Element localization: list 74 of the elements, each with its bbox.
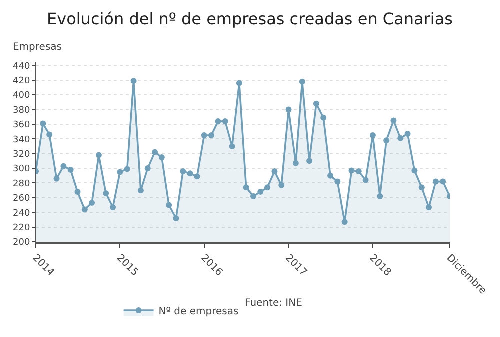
- point: [103, 190, 110, 197]
- point: [236, 80, 242, 86]
- y-tick-label: 380: [13, 106, 30, 116]
- point: [68, 167, 74, 173]
- point: [243, 184, 250, 191]
- source-note: Fuente: INE: [245, 298, 302, 309]
- point: [398, 135, 404, 142]
- point: [370, 132, 376, 138]
- point: [342, 219, 348, 226]
- point: [74, 189, 81, 196]
- point: [328, 172, 334, 179]
- point: [356, 168, 362, 174]
- point: [320, 114, 327, 121]
- point: [286, 106, 292, 113]
- point: [138, 188, 144, 194]
- point: [158, 154, 165, 161]
- point: [152, 149, 158, 156]
- y-tick-label: 340: [13, 135, 30, 146]
- y-tick-label: 220: [13, 223, 30, 234]
- point: [313, 100, 320, 107]
- y-tick-label: 400: [13, 91, 30, 102]
- point: [130, 78, 137, 84]
- point: [299, 78, 306, 85]
- point: [173, 215, 180, 222]
- point: [250, 193, 256, 200]
- point: [215, 118, 222, 125]
- point: [194, 174, 200, 180]
- point: [229, 143, 236, 150]
- point: [390, 118, 397, 124]
- point: [208, 132, 215, 138]
- point: [60, 163, 67, 170]
- point: [144, 166, 151, 172]
- point: [54, 176, 60, 182]
- point: [292, 160, 299, 166]
- point: [124, 166, 130, 172]
- point: [440, 178, 446, 185]
- point: [40, 120, 46, 127]
- point: [46, 132, 53, 138]
- point: [187, 170, 194, 177]
- point: [362, 177, 369, 184]
- point: [412, 168, 418, 174]
- y-tick-label: 260: [13, 194, 30, 204]
- point: [82, 206, 88, 213]
- point: [272, 168, 278, 174]
- point: [180, 168, 186, 174]
- point: [264, 184, 271, 191]
- y-tick-label: 300: [13, 164, 30, 175]
- y-tick-label: 280: [13, 179, 30, 190]
- point: [166, 202, 172, 208]
- chart-title: Evolución del nº de empresas creadas en Canarias: [46, 10, 454, 29]
- point: [258, 189, 264, 196]
- point: [201, 132, 208, 138]
- point: [377, 193, 384, 200]
- point: [404, 131, 411, 137]
- point: [334, 178, 341, 185]
- y-tick-label: 200: [13, 238, 30, 248]
- point: [96, 152, 102, 158]
- point: [306, 158, 313, 164]
- y-tick-label: 240: [13, 208, 30, 219]
- legend-label: Nº de empresas: [158, 306, 239, 318]
- y-tick-label: 420: [13, 76, 30, 87]
- point: [348, 168, 355, 174]
- point: [110, 204, 116, 210]
- y-tick-label: 320: [13, 150, 30, 160]
- point: [384, 138, 390, 144]
- point: [432, 178, 439, 185]
- point: [117, 169, 124, 176]
- y-tick-label: 440: [13, 62, 30, 72]
- point: [278, 182, 285, 188]
- y-axis-title: Empresas: [13, 42, 62, 53]
- point: [89, 200, 96, 206]
- y-tick-label: 360: [13, 120, 30, 131]
- point: [222, 118, 228, 125]
- point: [418, 184, 425, 191]
